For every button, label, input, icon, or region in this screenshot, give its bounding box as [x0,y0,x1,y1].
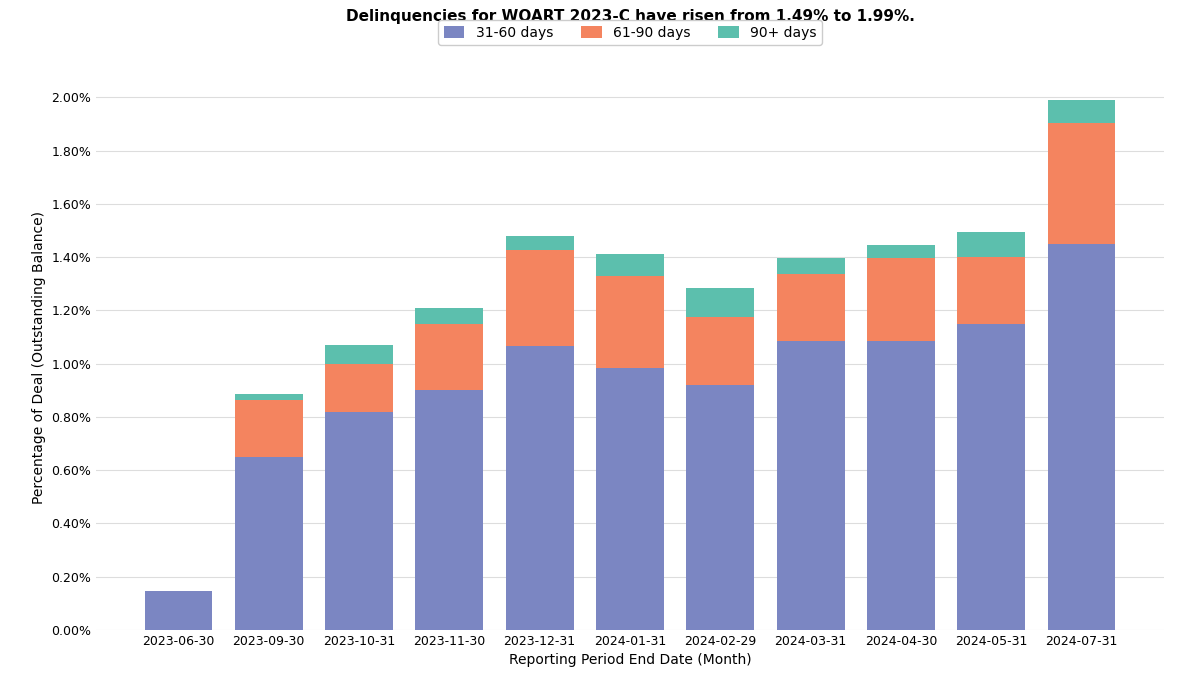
Bar [686,385,754,630]
Bar [1048,244,1116,630]
Bar [686,288,754,317]
Bar [596,276,664,368]
Bar [686,317,754,385]
Bar [776,274,845,341]
Bar [415,323,484,391]
Bar [506,251,574,346]
Bar [235,394,302,400]
Bar [506,236,574,251]
Bar [596,255,664,276]
Bar [958,257,1025,323]
Bar [325,412,392,630]
Bar [776,258,845,274]
Bar [1048,100,1116,122]
Bar [325,364,392,412]
Bar [325,345,392,364]
X-axis label: Reporting Period End Date (Month): Reporting Period End Date (Month) [509,653,751,667]
Bar [235,400,302,457]
Bar [144,592,212,630]
Y-axis label: Percentage of Deal (Outstanding Balance): Percentage of Deal (Outstanding Balance) [31,211,46,503]
Bar [415,391,484,630]
Bar [415,308,484,323]
Bar [958,323,1025,630]
Bar [868,341,935,630]
Bar [235,457,302,630]
Bar [1048,122,1116,244]
Bar [776,341,845,630]
Bar [868,258,935,341]
Legend: 31-60 days, 61-90 days, 90+ days: 31-60 days, 61-90 days, 90+ days [438,20,822,45]
Bar [596,368,664,630]
Title: Delinquencies for WOART 2023-C have risen from 1.49% to 1.99%.: Delinquencies for WOART 2023-C have rise… [346,10,914,25]
Bar [868,245,935,258]
Bar [506,346,574,630]
Bar [958,232,1025,257]
